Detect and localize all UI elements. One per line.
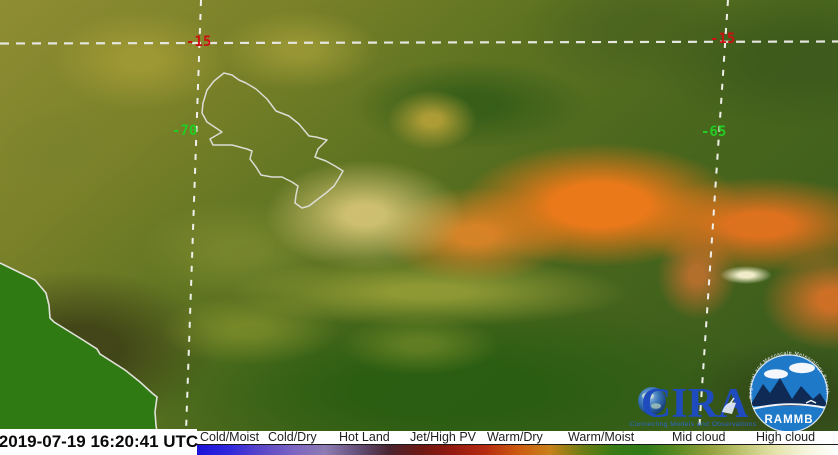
rammb-bird-icon [805, 399, 817, 404]
colorbar-legend: Cold/Moist Cold/Dry Hot Land Jet/High PV… [197, 431, 838, 455]
rammb-wordmark: RAMMB [764, 414, 813, 426]
longitude-label-east: -65 [701, 124, 727, 140]
legend-label-warm-dry: Warm/Dry [487, 430, 543, 444]
colorbar-gradient [197, 445, 838, 455]
rammb-logo: Regional and Mesoscale Meteorology Branc… [748, 350, 829, 432]
cira-logo: CIRA Connecting Models and Observations [630, 381, 757, 428]
longitude-gridline-west [185, 0, 202, 432]
legend-label-high-cloud: High cloud [756, 430, 816, 444]
rammb-mountains-icon [750, 378, 828, 406]
legend-label-cold-moist: Cold/Moist [200, 430, 260, 444]
legend-label-hot-land: Hot Land [339, 430, 390, 444]
map-overlay: CIRA Connecting Models and Observations … [0, 0, 838, 432]
rammb-cloud-icon [789, 362, 815, 374]
longitude-gridline-east [698, 0, 729, 432]
legend-label-jet-high-pv: Jet/High PV [410, 430, 477, 444]
legend-label-warm-moist: Warm/Moist [568, 430, 635, 444]
coastline-border [0, 262, 158, 432]
legend-label-mid-cloud: Mid cloud [672, 430, 726, 444]
timestamp-display: 2019-07-19 16:20:41 UTC [0, 429, 198, 455]
satellite-rgb-imagery [0, 0, 838, 432]
latitude-gridline [0, 40, 838, 45]
legend-label-cold-dry: Cold/Dry [268, 430, 317, 444]
latitude-label-west: -15 [186, 34, 212, 50]
lake-titicaca-outline [201, 72, 344, 209]
satellite-dish-icon [722, 397, 736, 414]
longitude-label-west: -70 [172, 123, 198, 139]
colorbar-legend-labels: Cold/Moist Cold/Dry Hot Land Jet/High PV… [197, 431, 838, 445]
cira-tagline: Connecting Models and Observations [630, 421, 757, 428]
rammb-swoosh-icon [751, 403, 827, 410]
latitude-label-east: -15 [710, 31, 736, 47]
pacific-ocean-area [0, 263, 157, 432]
rammb-cloud-icon [764, 369, 788, 379]
